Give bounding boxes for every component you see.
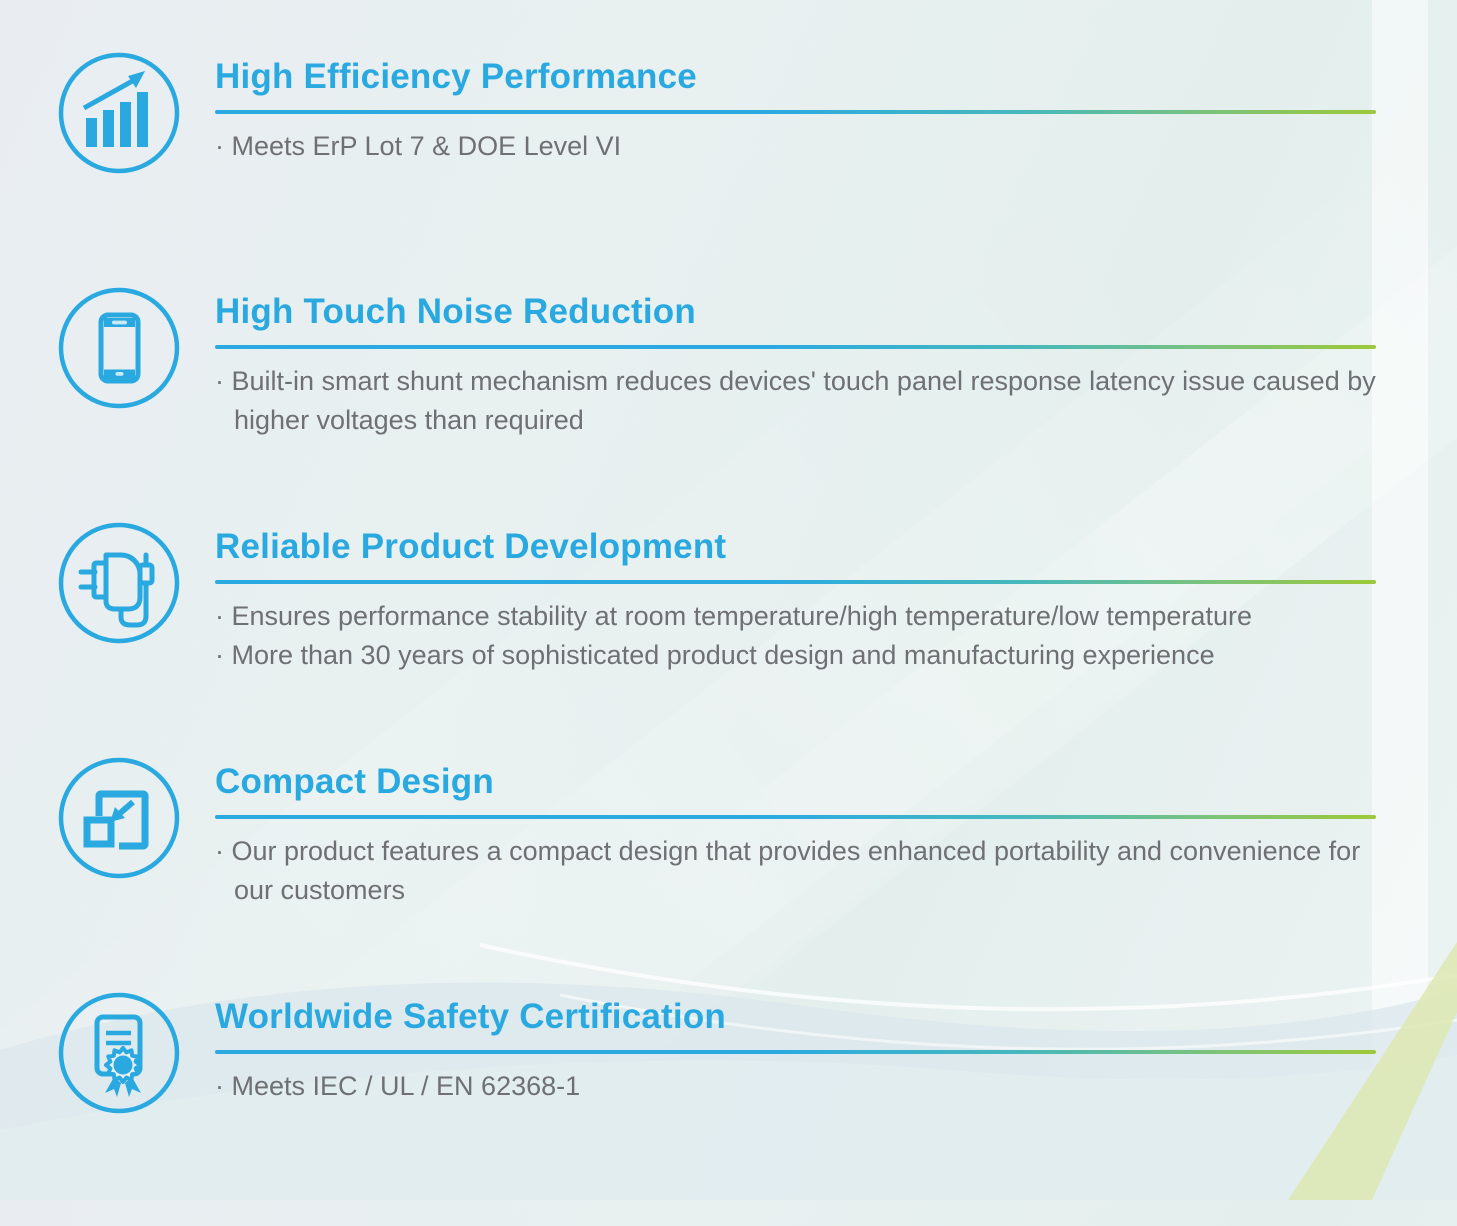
- accent-underline: [215, 110, 1376, 114]
- feature-bullet: · More than 30 years of sophisticated pr…: [215, 640, 1215, 670]
- feature-icon-wrap: [0, 756, 215, 991]
- feature-section-high-efficiency: High Efficiency Performance · Meets ErP …: [0, 51, 1457, 286]
- feature-section-compact-design: Compact Design · Our product features a …: [0, 756, 1457, 991]
- accent-underline: [215, 345, 1376, 349]
- feature-bullet: · Ensures performance stability at room …: [215, 601, 1252, 631]
- smartphone-icon: [58, 287, 180, 409]
- power-adapter-icon: [58, 522, 180, 644]
- accent-underline: [215, 580, 1376, 584]
- feature-bullet: · Built-in smart shunt mechanism reduces…: [215, 366, 1376, 435]
- feature-title: High Touch Noise Reduction: [215, 292, 696, 331]
- accent-underline: [215, 1050, 1376, 1054]
- feature-bullet: · Our product features a compact design …: [215, 836, 1361, 905]
- feature-icon-wrap: [0, 521, 215, 756]
- feature-page: { "theme": { "accent_blue": "#29A9E0", "…: [0, 0, 1457, 1200]
- feature-title: Compact Design: [215, 762, 494, 801]
- compact-resize-icon: [58, 757, 180, 879]
- accent-underline: [215, 815, 1376, 819]
- feature-section-reliable-development: Reliable Product Development · Ensures p…: [0, 521, 1457, 756]
- feature-title: Worldwide Safety Certification: [215, 997, 726, 1036]
- feature-icon-wrap: [0, 51, 215, 286]
- bar-chart-growth-icon: [58, 52, 180, 174]
- feature-title: High Efficiency Performance: [215, 57, 697, 96]
- feature-icon-wrap: [0, 286, 215, 521]
- feature-title: Reliable Product Development: [215, 527, 727, 566]
- feature-bullet: · Meets IEC / UL / EN 62368-1: [215, 1071, 581, 1101]
- feature-icon-wrap: [0, 991, 215, 1226]
- feature-section-safety-certification: Worldwide Safety Certification · Meets I…: [0, 991, 1457, 1226]
- certificate-icon: [58, 992, 180, 1114]
- feature-section-touch-noise: High Touch Noise Reduction · Built-in sm…: [0, 286, 1457, 521]
- feature-bullet: · Meets ErP Lot 7 & DOE Level VI: [215, 131, 622, 161]
